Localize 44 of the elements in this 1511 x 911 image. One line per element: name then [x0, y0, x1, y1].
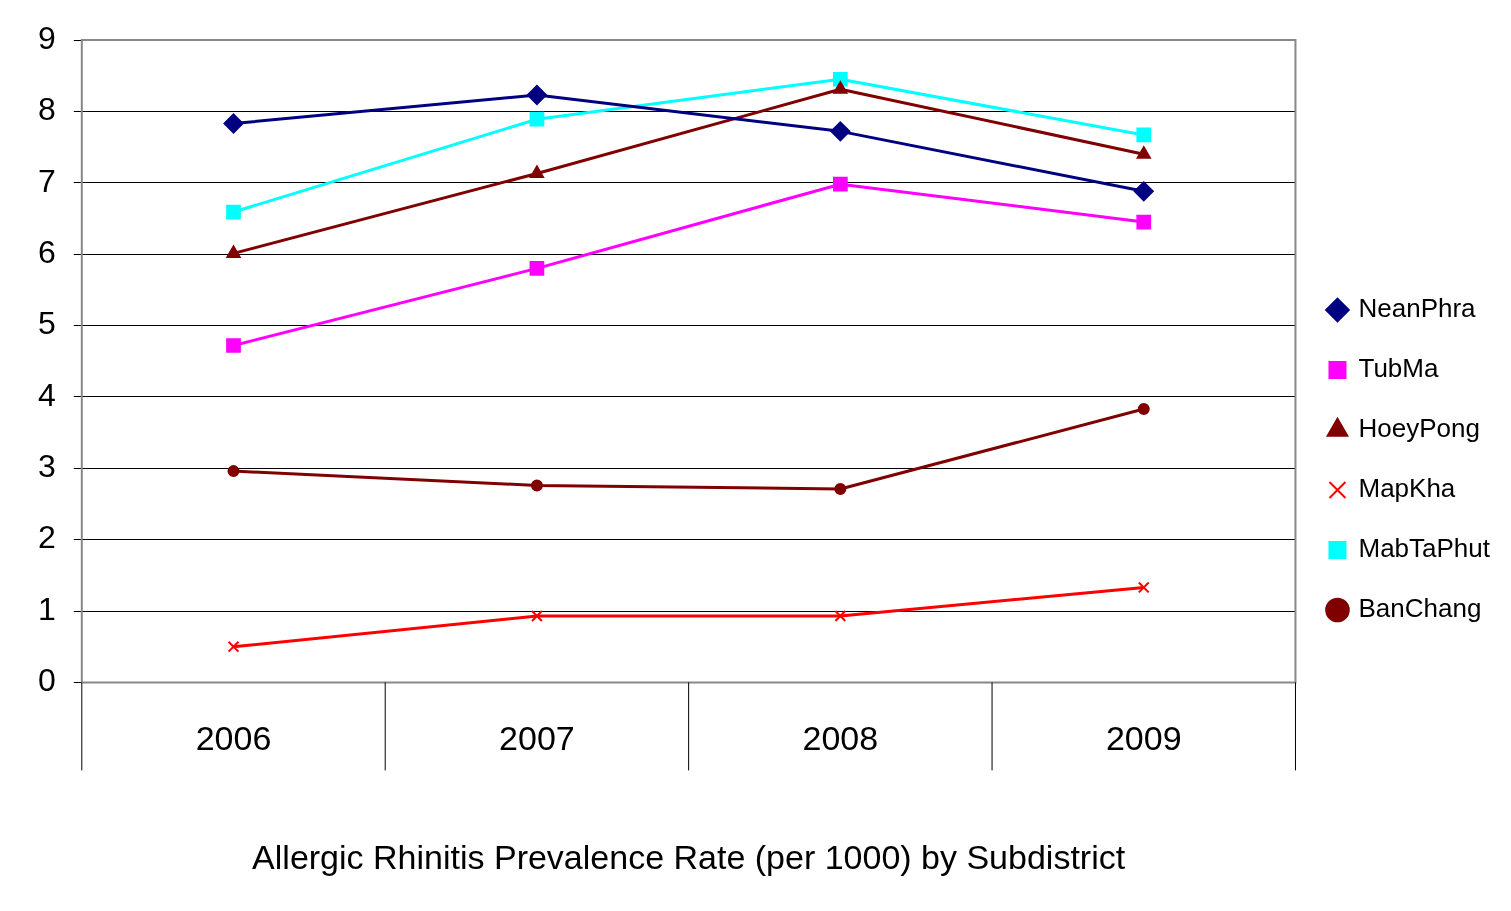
y-tick-label: 2 [38, 519, 56, 556]
legend-label: HoeyPong [1358, 413, 1480, 444]
y-tick-label: 3 [38, 448, 56, 485]
point [526, 84, 547, 105]
y-tick-label: 7 [38, 162, 56, 199]
point [1136, 146, 1151, 159]
point [530, 479, 543, 492]
y-tick-label: 0 [38, 662, 56, 699]
y-tick-label: 8 [38, 91, 56, 128]
point [529, 165, 544, 178]
x-tick-label: 2006 [195, 719, 272, 758]
legend-label: NeanPhra [1358, 293, 1477, 324]
point [830, 121, 851, 142]
point [1137, 403, 1150, 416]
point [1136, 214, 1152, 230]
point [530, 610, 543, 622]
point [1137, 581, 1150, 594]
y-tick-label: 9 [38, 19, 56, 56]
x-tick-label: 2009 [1105, 719, 1182, 758]
legend-label: MapKha [1358, 473, 1456, 504]
y-tick-label: 5 [38, 305, 56, 342]
point [834, 482, 847, 495]
point [1136, 127, 1152, 143]
point [223, 113, 244, 134]
legend-label: BanChang [1358, 593, 1482, 624]
y-tick-label: 1 [38, 590, 56, 627]
point [226, 245, 241, 258]
point [227, 640, 240, 653]
point [832, 176, 848, 192]
point [226, 338, 241, 353]
y-tick-label: 6 [38, 233, 56, 270]
point [227, 465, 240, 478]
y-tick-label: 4 [38, 376, 56, 413]
point [834, 610, 847, 622]
legend-label: MabTaPhut [1358, 533, 1491, 564]
legend-label: TubMa [1358, 353, 1439, 384]
x-tick-label: 2008 [802, 719, 879, 758]
point [226, 204, 241, 220]
x-tick-label: 2007 [499, 719, 575, 758]
point [529, 261, 545, 276]
point [833, 81, 848, 94]
point [1133, 181, 1154, 202]
x-axis-title: Allergic Rhinitis Prevalence Rate (per 1000) by Subdistrict [252, 837, 1126, 876]
point [529, 111, 545, 127]
